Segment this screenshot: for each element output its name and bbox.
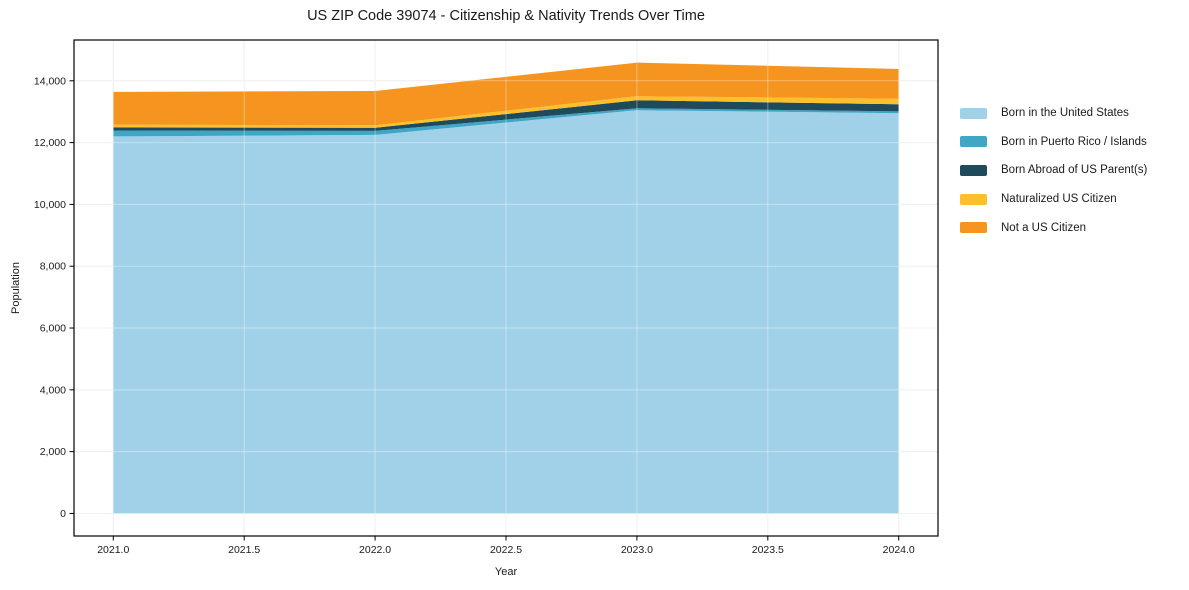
x-axis-title: Year <box>494 566 518 578</box>
legend-swatch-icon <box>960 107 987 119</box>
legend-swatch-icon <box>960 193 987 205</box>
y-tick-label: 6,000 <box>40 323 66 335</box>
legend-item: Born Abroad of US Parent(s) <box>960 156 1147 185</box>
area-series-2 <box>113 100 899 131</box>
area-series-0 <box>113 110 899 514</box>
x-tick-label: 2021.5 <box>228 544 260 556</box>
legend-label: Born in the United States <box>1001 107 1129 120</box>
legend-label: Born in Puerto Rico / Islands <box>1001 135 1147 148</box>
legend-swatch-icon <box>960 222 987 234</box>
x-tick-label: 2022.5 <box>490 544 522 556</box>
legend-swatch-icon <box>960 136 987 148</box>
y-tick-label: 4,000 <box>40 384 66 396</box>
area-series-4 <box>113 62 899 126</box>
y-tick-label: 12,000 <box>34 137 66 149</box>
y-tick-label: 0 <box>60 508 66 520</box>
chart-title: US ZIP Code 39074 - Citizenship & Nativi… <box>307 8 705 24</box>
legend-label: Naturalized US Citizen <box>1001 193 1117 206</box>
x-tick-label: 2022.0 <box>359 544 391 556</box>
x-tick-label: 2021.0 <box>97 544 129 556</box>
legend: Born in the United States Born in Puerto … <box>960 99 1147 242</box>
y-axis-title: Population <box>10 262 22 314</box>
y-tick-label: 2,000 <box>40 446 66 458</box>
area-series-3 <box>113 96 899 128</box>
x-tick-label: 2024.0 <box>883 544 915 556</box>
legend-item: Born in the United States <box>960 99 1147 128</box>
legend-label: Born Abroad of US Parent(s) <box>1001 164 1148 177</box>
x-tick-label: 2023.5 <box>752 544 784 556</box>
legend-label: Not a US Citizen <box>1001 221 1087 234</box>
legend-swatch-icon <box>960 164 987 176</box>
y-tick-label: 14,000 <box>34 75 66 87</box>
legend-item: Born in Puerto Rico / Islands <box>960 128 1147 157</box>
legend-item: Naturalized US Citizen <box>960 185 1147 214</box>
y-tick-label: 8,000 <box>40 261 66 273</box>
area-series-1 <box>113 108 899 137</box>
legend-item: Not a US Citizen <box>960 213 1147 242</box>
x-tick-label: 2023.0 <box>621 544 653 556</box>
y-tick-label: 10,000 <box>34 199 66 211</box>
